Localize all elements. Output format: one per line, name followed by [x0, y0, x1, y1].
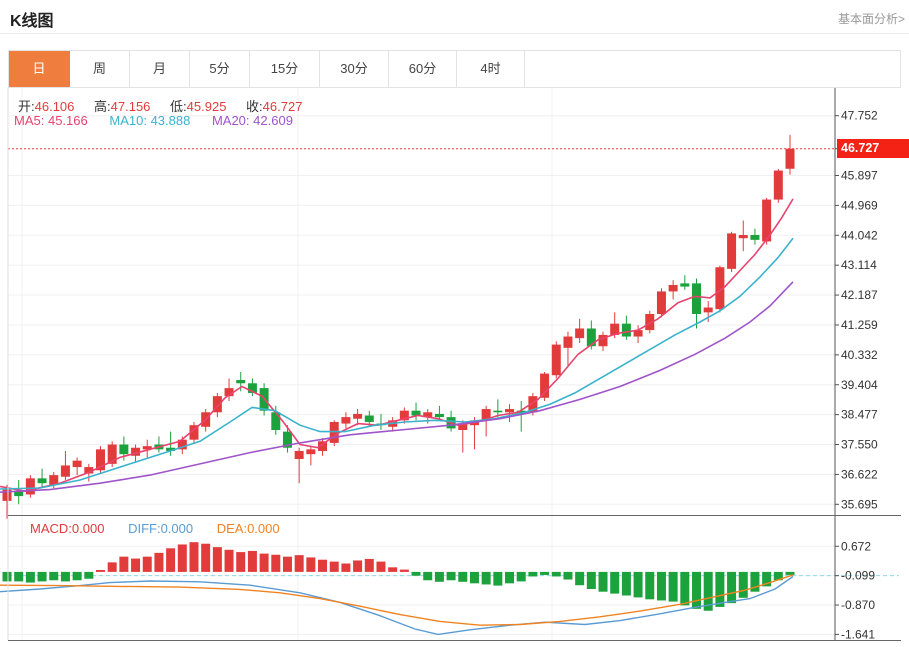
macd-axis: 0.672 -0.099 -0.870 -1.641	[835, 539, 875, 641]
ma20-value: 42.609	[253, 113, 293, 128]
current-price-badge: 46.727	[837, 139, 909, 158]
dea-label: DEA:	[216, 521, 248, 536]
macd-axis-label: -1.641	[841, 627, 875, 641]
tab-week[interactable]: 周	[70, 51, 130, 87]
price-axis-label: 37.550	[841, 438, 878, 452]
ma20-label: MA20:	[211, 113, 250, 128]
ma5-label: MA5:	[14, 113, 45, 128]
price-axis-label: 41.259	[841, 318, 878, 332]
period-tabbar: 日 周 月 5分 15分 30分 60分 4时	[8, 50, 901, 88]
tab-4hour[interactable]: 4时	[457, 51, 525, 87]
tab-30min[interactable]: 30分	[320, 51, 389, 87]
price-axis-label: 44.042	[841, 228, 878, 242]
price-axis-label: 43.114	[841, 258, 877, 272]
borders	[7, 88, 901, 641]
tab-month[interactable]: 月	[130, 51, 190, 87]
diff-line	[0, 575, 794, 636]
price-axis-label: 39.404	[841, 378, 878, 392]
open-value: 46.106	[34, 99, 75, 114]
tab-day[interactable]: 日	[9, 51, 70, 87]
diff-label: DIFF:	[128, 521, 161, 536]
ma5-line	[0, 198, 794, 493]
open-label: 开:	[18, 99, 35, 114]
diff-value: 0.000	[160, 521, 194, 536]
price-axis: 47.752 45.897 44.969 44.042 43.114 42.187 41.2…	[835, 109, 878, 511]
price-axis-label: 35.695	[841, 497, 878, 511]
header-divider	[0, 33, 909, 34]
ma10-value: 43.888	[150, 113, 191, 128]
ma10-label: MA10:	[109, 113, 147, 128]
close-label: 收:	[246, 99, 263, 114]
price-axis-label: 38.477	[841, 408, 878, 422]
candles	[2, 134, 795, 519]
macd-axis-label: -0.870	[841, 598, 875, 612]
price-axis-label: 45.897	[841, 168, 878, 182]
fundamental-analysis-link[interactable]: 基本面分析>	[837, 12, 905, 26]
tab-60min[interactable]: 60分	[389, 51, 457, 87]
macd-value: 0.000	[71, 521, 105, 536]
grid-lines	[8, 88, 835, 641]
high-value: 47.156	[110, 99, 151, 114]
low-value: 45.925	[186, 99, 227, 114]
price-axis-label: 42.187	[841, 288, 878, 302]
ma20-line	[0, 281, 794, 493]
page-title: K线图	[10, 13, 54, 30]
tab-15min[interactable]: 15分	[250, 51, 320, 87]
close-value: 46.727	[262, 99, 303, 114]
ma-readout: MA5: 45.166 MA10: 43.888 MA20: 42.609	[14, 113, 293, 128]
dea-line	[0, 574, 794, 626]
ma10-line	[0, 237, 794, 490]
high-label: 高:	[94, 99, 111, 114]
macd-axis-label: 0.672	[841, 539, 871, 553]
macd-readout: MACD:0.000 DIFF:0.000 DEA:0.000	[30, 521, 280, 536]
price-axis-label: 40.332	[841, 348, 878, 362]
macd-label: MACD:	[30, 521, 72, 536]
price-axis-label: 36.622	[841, 467, 878, 481]
dea-value: 0.000	[247, 521, 280, 536]
macd-histogram	[2, 542, 795, 611]
macd-axis-label: -0.099	[841, 569, 875, 583]
low-label: 低:	[170, 99, 187, 114]
price-axis-label: 47.752	[841, 109, 878, 123]
tab-5min[interactable]: 5分	[190, 51, 250, 87]
ohlc-readout: 开:46.106 高:47.156 低:45.925 收:46.727	[18, 96, 318, 115]
price-axis-label: 44.969	[841, 198, 878, 212]
ma5-value: 45.166	[47, 113, 88, 128]
